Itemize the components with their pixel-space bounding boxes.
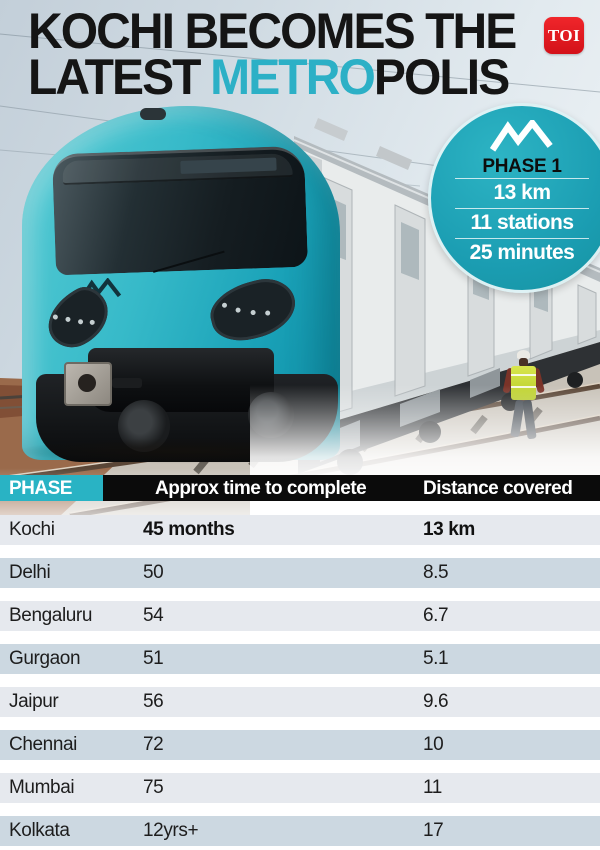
headline: KOCHI BECOMES THE LATEST METROPOLIS xyxy=(28,3,517,102)
phase-title: PHASE 1 xyxy=(482,156,562,177)
table-row: Delhi 50 8.5 xyxy=(0,558,600,588)
metro-comparison-table: Kochi 45 months 13 km Delhi 50 8.5 Benga… xyxy=(0,515,600,850)
headline-polis: POLIS xyxy=(373,49,510,105)
row-distance: 9.6 xyxy=(423,691,449,712)
row-distance: 17 xyxy=(423,820,444,841)
worker-head xyxy=(519,358,528,367)
table-row: Gurgaon 51 5.1 xyxy=(0,644,600,674)
table-row: Kolkata 12yrs+ 17 xyxy=(0,816,600,846)
col-header-phase: PHASE xyxy=(9,478,72,499)
row-distance: 6.7 xyxy=(423,605,449,626)
table-row: Mumbai 75 11 xyxy=(0,773,600,803)
phase1-stat-card: PHASE 1 13 km 11 stations 25 minutes xyxy=(428,103,600,293)
row-time: 45 months xyxy=(143,519,235,540)
row-distance: 13 km xyxy=(423,519,475,540)
col-header-distance: Distance covered xyxy=(423,478,573,499)
row-city: Gurgaon xyxy=(9,648,81,669)
headline-line1: KOCHI BECOMES THE xyxy=(28,3,517,59)
row-time: 75 xyxy=(143,777,164,798)
col-header-time: Approx time to complete xyxy=(155,478,367,499)
phase-stat-distance: 13 km xyxy=(455,178,589,208)
table-header: PHASE Approx time to complete Distance c… xyxy=(0,475,600,501)
row-distance: 5.1 xyxy=(423,648,449,669)
row-time: 54 xyxy=(143,605,164,626)
phase-stat-stations: 11 stations xyxy=(455,208,589,238)
hero-photo: PHASE 1 13 km 11 stations 25 minutes KOC… xyxy=(0,0,600,516)
worker-helmet xyxy=(517,350,530,359)
train-windshield xyxy=(51,145,309,276)
row-time: 50 xyxy=(143,562,164,583)
row-distance: 11 xyxy=(423,777,442,798)
row-time: 51 xyxy=(143,648,164,669)
row-city: Mumbai xyxy=(9,777,75,798)
phase-stat-duration: 25 minutes xyxy=(455,238,589,268)
wiper xyxy=(152,250,225,273)
table-row: Bengaluru 54 6.7 xyxy=(0,601,600,631)
row-distance: 10 xyxy=(423,734,444,755)
table-row: Jaipur 56 9.6 xyxy=(0,687,600,717)
row-city: Kochi xyxy=(9,519,55,540)
phase-header-cell xyxy=(0,475,103,501)
coupler xyxy=(64,362,112,406)
row-city: Kolkata xyxy=(9,820,70,841)
headline-line2: LATEST METROPOLIS xyxy=(28,52,515,102)
row-time: 56 xyxy=(143,691,164,712)
row-city: Delhi xyxy=(9,562,51,583)
row-distance: 8.5 xyxy=(423,562,449,583)
wheel xyxy=(118,400,170,452)
roof-camera xyxy=(140,108,166,120)
kochi-metro-logo-icon xyxy=(490,120,553,152)
toi-logo-badge: TOI xyxy=(544,17,584,54)
headline-latest: LATEST xyxy=(28,49,202,105)
row-city: Jaipur xyxy=(9,691,59,712)
row-time: 12yrs+ xyxy=(143,820,199,841)
row-city: Chennai xyxy=(9,734,77,755)
row-time: 72 xyxy=(143,734,164,755)
table-row: Chennai 72 10 xyxy=(0,730,600,760)
row-city: Bengaluru xyxy=(9,605,93,626)
headline-metro-accent: METRO xyxy=(210,49,376,105)
table-row: Kochi 45 months 13 km xyxy=(0,515,600,545)
coupler-arm xyxy=(112,378,142,388)
